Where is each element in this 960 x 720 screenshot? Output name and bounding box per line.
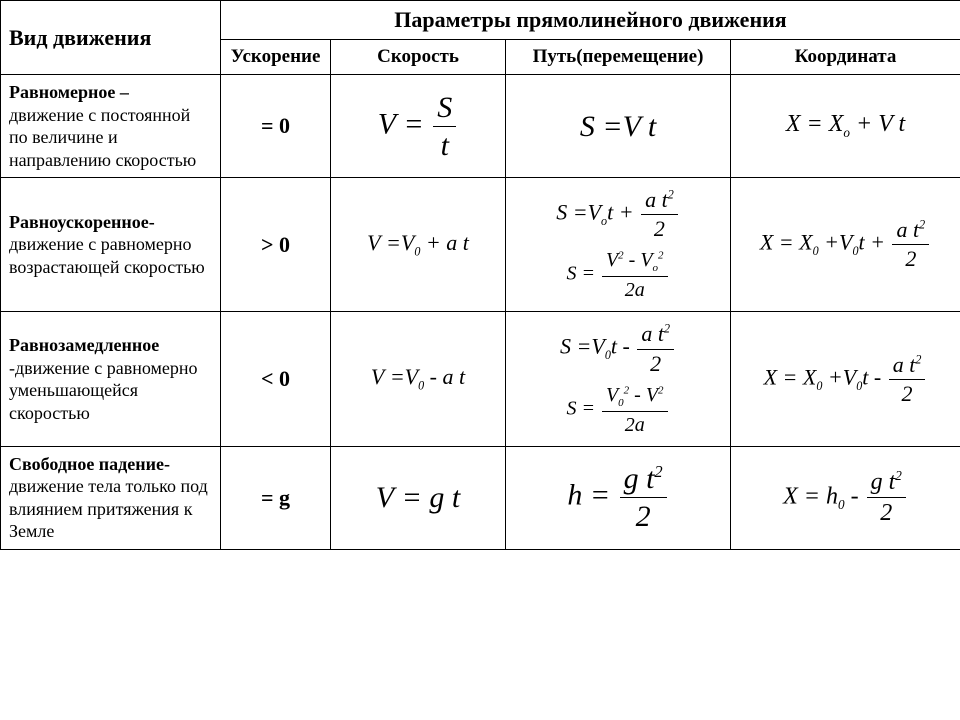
rowhead-freefall-desc: движение тела только под влиянием притяж… xyxy=(9,476,208,541)
accel-uniform: = 0 xyxy=(221,75,331,178)
rowhead-decelerated: Равнозамедленное -движение с равномерно … xyxy=(1,312,221,446)
rowhead-uniform-desc: движение с постоянной по величине и напр… xyxy=(9,105,196,170)
path-accelerated: S =Vot + a t22 S = V2 - Vo22a xyxy=(506,178,731,312)
row-accelerated: Равноускоренное- движение с равномерно в… xyxy=(1,178,960,312)
header-path: Путь(перемещение) xyxy=(506,40,731,75)
row-uniform: Равномерное – движение с постоянной по в… xyxy=(1,75,960,178)
path-freefall: h = g t22 xyxy=(506,446,731,549)
header-accel: Ускорение xyxy=(221,40,331,75)
velocity-accelerated: V =V0 + a t xyxy=(331,178,506,312)
header-coord: Координата xyxy=(731,40,960,75)
row-decelerated: Равнозамедленное -движение с равномерно … xyxy=(1,312,960,446)
header-params: Параметры прямолинейного движения xyxy=(221,1,960,40)
rowhead-uniform: Равномерное – движение с постоянной по в… xyxy=(1,75,221,178)
rowhead-freefall-title: Свободное падение- xyxy=(9,454,170,474)
motion-parameters-table: Вид движения Параметры прямолинейного дв… xyxy=(0,0,960,550)
path-decelerated: S =V0t - a t22 S = V02 - V22a xyxy=(506,312,731,446)
velocity-decelerated: V =V0 - a t xyxy=(331,312,506,446)
accel-decelerated: < 0 xyxy=(221,312,331,446)
coord-uniform: X = Xo + V t xyxy=(731,75,960,178)
coord-freefall: X = h0 - g t22 xyxy=(731,446,960,549)
accel-freefall: = g xyxy=(221,446,331,549)
accel-accelerated: > 0 xyxy=(221,178,331,312)
rowhead-accelerated: Равноускоренное- движение с равномерно в… xyxy=(1,178,221,312)
row-freefall: Свободное падение- движение тела только … xyxy=(1,446,960,549)
header-type: Вид движения xyxy=(1,1,221,75)
rowhead-decelerated-desc: -движение с равномерно уменьшающейся ско… xyxy=(9,358,198,423)
path-uniform: S =V t xyxy=(506,75,731,178)
rowhead-decelerated-title: Равнозамедленное xyxy=(9,335,159,355)
rowhead-accelerated-title: Равноускоренное- xyxy=(9,212,155,232)
rowhead-uniform-title: Равномерное – xyxy=(9,82,129,102)
coord-decelerated: X = X0 +V0t - a t22 xyxy=(731,312,960,446)
velocity-freefall: V = g t xyxy=(331,446,506,549)
velocity-uniform: V = St xyxy=(331,75,506,178)
header-row-1: Вид движения Параметры прямолинейного дв… xyxy=(1,1,960,40)
header-velocity: Скорость xyxy=(331,40,506,75)
rowhead-accelerated-desc: движение с равномерно возрастающей скоро… xyxy=(9,234,205,277)
coord-accelerated: X = X0 +V0t + a t22 xyxy=(731,178,960,312)
rowhead-freefall: Свободное падение- движение тела только … xyxy=(1,446,221,549)
